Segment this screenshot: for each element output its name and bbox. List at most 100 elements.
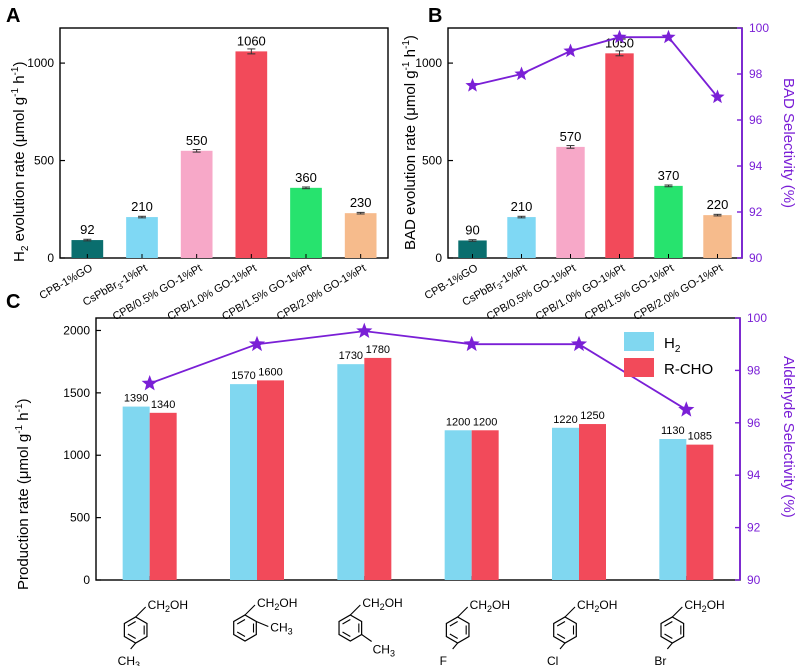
bar (235, 51, 268, 258)
category-label: CPB/2.0% GO-1%Pt (275, 262, 368, 323)
selectivity-point (248, 335, 266, 352)
benzyl-alcohol-structure: CH2OH F (440, 598, 510, 666)
bar-h2 (552, 427, 579, 580)
category-label: CPB/1.5% GO-1%Pt (220, 262, 313, 323)
benzyl-alcohol-structure: CH2OH Cl (547, 598, 617, 666)
y-tick-label: 1000 (415, 56, 442, 70)
selectivity-point (678, 401, 695, 417)
right-tick-label: 92 (749, 205, 763, 219)
panel-a-letter: A (6, 5, 20, 27)
bar-value-label: 1570 (231, 370, 255, 382)
legend-swatch-h2 (624, 332, 654, 351)
y-tick-label: 1500 (63, 386, 90, 400)
selectivity-point (356, 322, 373, 338)
bar-value-label: 92 (80, 222, 94, 237)
bar-value-label: 1390 (124, 393, 148, 405)
bar-h2 (122, 406, 150, 580)
panel-a-data-labels: 92 210 550 1060 360 230 (80, 33, 371, 237)
right-tick-label: 94 (749, 159, 763, 173)
ch2oh-label: CH2OH (577, 598, 617, 614)
panel-b-right-ylabel: BAD Selectivity (%) (780, 78, 796, 208)
category-label: CPB/1.5% GO-1%Pt (583, 262, 676, 323)
bar-value-label: 1130 (661, 425, 685, 437)
bar (507, 217, 536, 258)
panel-c-frame (95, 317, 741, 581)
bar-rcho (364, 357, 392, 580)
substrate-structures: CH2OHCH3CH2OHCH3CH2OHCH3CH2OHFCH2OHClCH2… (118, 596, 725, 666)
bar-h2 (659, 439, 687, 580)
right-tick-label: 100 (749, 21, 769, 35)
right-tick-label: 98 (749, 67, 763, 81)
right-tick-label: 96 (747, 416, 761, 430)
right-tick-label: 98 (747, 363, 761, 377)
panel-c-right-y-ticks: 90 92 94 96 98 100 (735, 311, 767, 587)
panel-a-y-ticks: 0 500 1000 (27, 56, 65, 265)
selectivity-point (563, 43, 578, 58)
bar-value-label: 1085 (688, 431, 712, 443)
bar-h2 (230, 384, 257, 580)
right-tick-label: 90 (749, 251, 763, 265)
bar-rcho (471, 430, 499, 580)
y-tick-label: 2000 (63, 323, 90, 337)
selectivity-point (710, 89, 725, 104)
bar-value-label: 370 (658, 168, 680, 183)
legend-label-h2: H2 (664, 335, 681, 355)
substituent-label: F (440, 654, 447, 666)
right-tick-label: 90 (747, 573, 761, 587)
bar (556, 146, 585, 258)
panel-c-bars (122, 357, 714, 580)
selectivity-point (465, 78, 480, 92)
panel-c-y-ticks: 0 500 1000 1500 2000 (63, 323, 101, 587)
bar-rcho (686, 444, 714, 580)
selectivity-point (141, 375, 158, 391)
panel-b-y-ticks: 0 500 1000 (415, 56, 453, 265)
bar-value-label: 360 (295, 170, 317, 185)
bar (654, 185, 683, 258)
selectivity-point (661, 29, 676, 44)
legend-label-rcho: R-CHO (664, 361, 713, 378)
bar-value-label: 1340 (151, 399, 175, 411)
category-label: CPB/2.0% GO-1%Pt (632, 262, 725, 323)
panel-c-legend: H2 R-CHO (624, 332, 713, 378)
benzyl-alcohol-structure: CH2OH Br (654, 598, 724, 666)
y-tick-label: 500 (34, 154, 54, 168)
bar (344, 213, 377, 258)
y-tick-label: 500 (422, 154, 442, 168)
bar-rcho (579, 424, 606, 580)
bar-value-label: 570 (560, 129, 582, 144)
panel-c-letter: C (6, 291, 20, 313)
bar-value-label: 90 (465, 222, 479, 237)
selectivity-point (612, 29, 627, 44)
bar (605, 53, 634, 258)
selectivity-line (149, 330, 687, 411)
ch2oh-label: CH2OH (470, 598, 510, 614)
bar-value-label: 550 (186, 133, 208, 148)
bar-value-label: 1200 (446, 416, 470, 428)
y-tick-label: 0 (83, 573, 90, 587)
substituent-label: CH3 (118, 654, 140, 666)
selectivity-line (472, 36, 719, 98)
bar (458, 240, 487, 258)
substituent-label: Br (654, 654, 666, 666)
legend-swatch-rcho (624, 358, 654, 377)
bar-value-label: 1060 (237, 33, 266, 48)
right-tick-label: 94 (747, 468, 761, 482)
y-tick-label: 0 (435, 251, 442, 265)
category-label: CPB/1.0% GO-1%Pt (534, 262, 627, 323)
panel-b-selectivity-line (465, 29, 725, 104)
bar-value-label: 1780 (366, 344, 390, 356)
selectivity-point (463, 335, 480, 352)
right-tick-label: 92 (747, 521, 761, 535)
bar (180, 150, 213, 258)
category-label: CPB/1.0% GO-1%Pt (165, 262, 258, 323)
bar-value-label: 210 (131, 199, 153, 214)
selectivity-point (514, 66, 529, 81)
bar-value-label: 220 (707, 197, 729, 212)
panel-c-right-ylabel: Aldehyde Selectivity (%) (780, 356, 796, 518)
panel-c-ylabel: Production rate (μmol g-1 h-1) (14, 398, 32, 590)
selectivity-point (570, 335, 588, 352)
